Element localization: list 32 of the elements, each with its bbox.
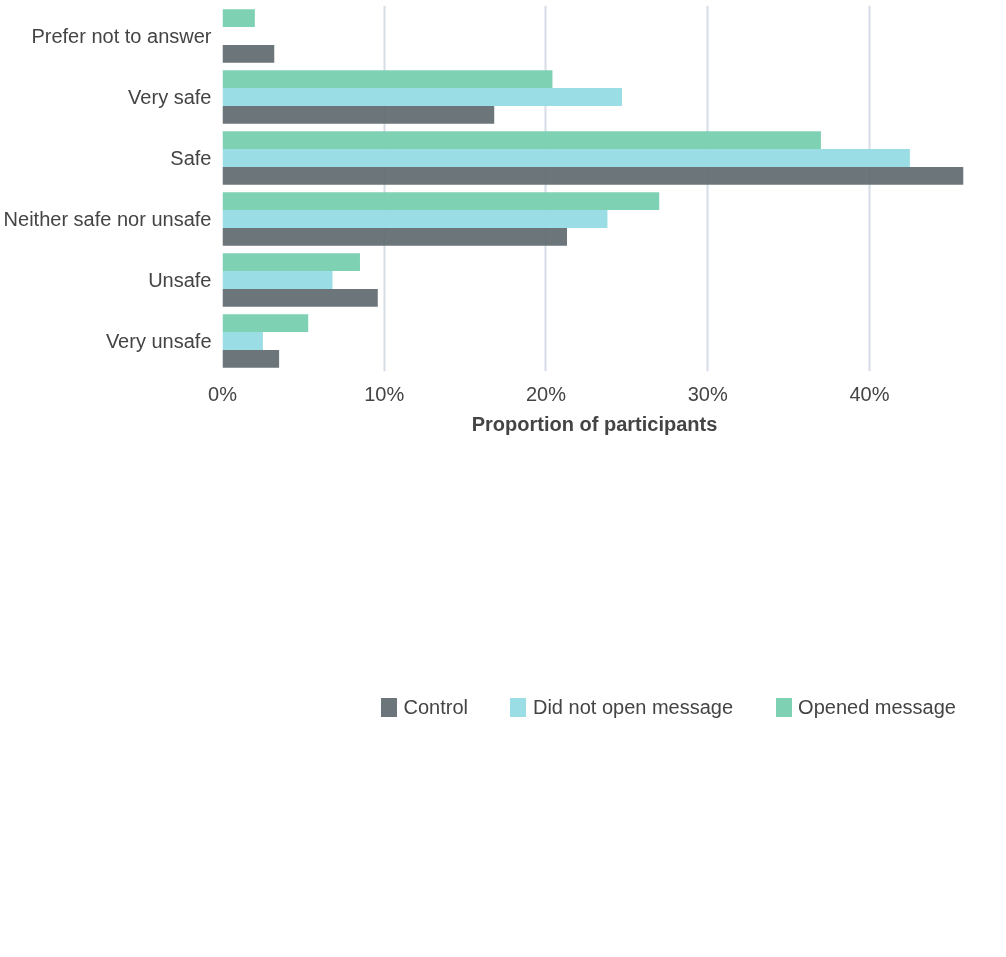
- y-tick-label: Safe: [170, 147, 212, 169]
- bar: [222, 166, 964, 185]
- x-tick-label: 0%: [208, 382, 238, 405]
- x-tick-label: 40%: [849, 382, 890, 405]
- y-tick-label: Unsafe: [148, 269, 212, 291]
- bar: [222, 105, 495, 124]
- y-tick-label: Prefer not to answer: [31, 25, 212, 47]
- x-axis-title: Proportion of participants: [471, 412, 718, 435]
- bar: [222, 149, 910, 167]
- bar: [222, 349, 280, 368]
- bar: [222, 192, 660, 211]
- bar: [222, 88, 622, 106]
- x-tick-label: 10%: [364, 382, 405, 405]
- legend-label: Control: [403, 695, 468, 719]
- legend-label: Did not open message: [532, 695, 734, 719]
- bar: [222, 288, 378, 307]
- bar: [222, 44, 275, 63]
- bar: [222, 210, 608, 228]
- x-tick-label: 20%: [525, 382, 567, 405]
- bar: [222, 314, 309, 333]
- y-tick-label: Neither safe nor unsafe: [3, 208, 212, 230]
- bar: [222, 253, 360, 272]
- bar: [222, 131, 821, 150]
- bar: [222, 227, 567, 246]
- bar: [222, 271, 333, 289]
- x-tick-label: 30%: [687, 382, 728, 405]
- bar: [222, 70, 553, 89]
- bar: [222, 9, 255, 28]
- legend-label: Opened message: [798, 695, 956, 719]
- bar: [222, 332, 263, 350]
- y-tick-label: Very unsafe: [105, 330, 212, 352]
- y-tick-label: Very safe: [128, 86, 212, 108]
